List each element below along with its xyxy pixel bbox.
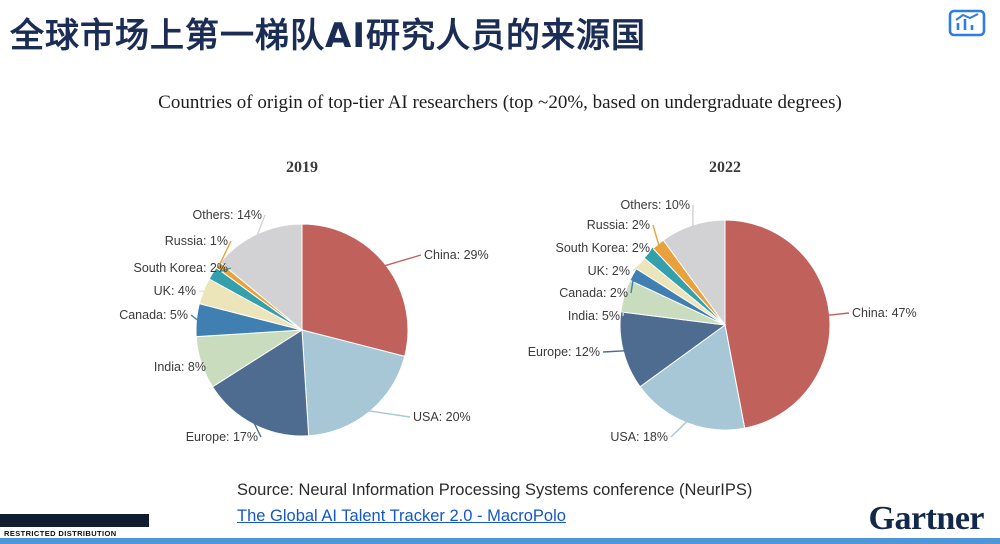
source-block: Source: Neural Information Processing Sy… xyxy=(237,477,752,530)
pie-chart-title: 2019 xyxy=(286,159,318,176)
pie-label-others: Others: 14% xyxy=(193,208,262,222)
pie-label-europe: Europe: 12% xyxy=(528,345,600,359)
label-leader-line xyxy=(630,274,635,294)
charts-row: 2019 China: 29% USA: 20% Europe: 17% India: … xyxy=(0,150,1000,480)
label-leader-line xyxy=(670,421,688,438)
pie-chart-2019: 2019 China: 29% USA: 20% Europe: 17% India: … xyxy=(119,159,489,444)
pie-label-india: India: 8% xyxy=(154,360,206,374)
pie-slice-europe xyxy=(211,329,310,437)
bottom-accent-strip xyxy=(0,538,1000,544)
pie-chart-2022: 2022 China: 47% USA: 18% Europe: 12% India: … xyxy=(528,159,917,444)
label-leader-line xyxy=(190,314,198,321)
classification-label: RESTRICTED DISTRIBUTION xyxy=(4,529,117,538)
pie-label-europe: Europe: 17% xyxy=(186,430,258,444)
label-leader-line xyxy=(622,295,626,317)
pie-label-usa: USA: 20% xyxy=(413,410,471,424)
pie-slice-usa xyxy=(301,329,406,437)
label-leader-line xyxy=(632,263,642,272)
label-leader-line xyxy=(256,214,266,236)
label-leader-line xyxy=(652,224,660,246)
pie-chart-title: 2022 xyxy=(709,159,741,176)
label-leader-line xyxy=(648,247,654,255)
pie-label-russia: Russia: 1% xyxy=(165,234,228,248)
pie-label-others: Others: 10% xyxy=(621,198,690,212)
label-leader-line xyxy=(201,361,210,368)
pie-label-canada: Canada: 5% xyxy=(119,308,188,322)
source-text: Source: Neural Information Processing Sy… xyxy=(237,481,753,499)
pie-label-usa: USA: 18% xyxy=(610,430,668,444)
pie-label-south-korea: South Korea: 2% xyxy=(555,241,650,255)
chart-presentation-icon[interactable] xyxy=(948,8,986,40)
pie-slice-china xyxy=(724,219,831,429)
chart-subtitle: Countries of origin of top-tier AI resea… xyxy=(158,92,842,113)
classification-bar xyxy=(0,514,149,527)
pie-slice-others xyxy=(219,223,303,332)
chart-presentation-icon-svg xyxy=(948,9,986,37)
label-leader-line xyxy=(253,423,262,438)
pie-label-india: India: 5% xyxy=(568,309,620,323)
pie-label-canada: Canada: 2% xyxy=(559,286,628,300)
gartner-logo: Gartner xyxy=(868,500,985,537)
label-leader-line xyxy=(218,240,232,266)
label-leader-line xyxy=(213,267,232,275)
label-leader-line xyxy=(602,350,625,353)
label-leader-line xyxy=(384,254,422,267)
pie-label-south-korea: South Korea: 2% xyxy=(133,261,228,275)
pie-label-china: China: 47% xyxy=(852,306,917,320)
pie-label-uk: UK: 4% xyxy=(154,284,196,298)
label-leader-line xyxy=(828,312,850,316)
pie-label-russia: Russia: 2% xyxy=(587,218,650,232)
source-link[interactable]: The Global AI Talent Tracker 2.0 - Macro… xyxy=(237,507,566,526)
pie-label-uk: UK: 2% xyxy=(588,264,630,278)
label-leader-line xyxy=(368,410,411,418)
pie-label-china: China: 29% xyxy=(424,248,489,262)
page-title: 全球市场上第一梯队AI研究人员的来源国 xyxy=(10,16,646,56)
